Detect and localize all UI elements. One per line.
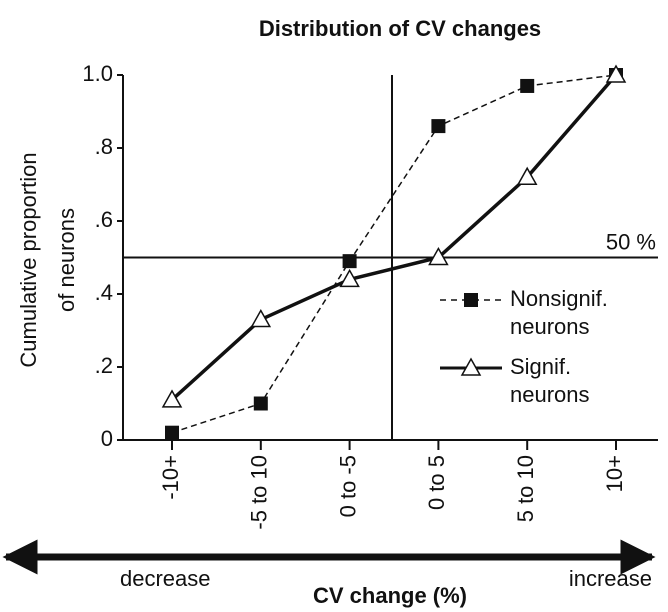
reference-label: 50 %: [606, 229, 656, 254]
legend-marker: [464, 293, 478, 307]
legend-marker: [460, 357, 482, 376]
x-tick-label: -5 to 10: [247, 455, 272, 530]
point: [250, 309, 272, 328]
x-axis-label: CV change (%): [313, 583, 467, 608]
x-tick-label: 5 to 10: [513, 455, 538, 522]
series-line: [171, 74, 617, 434]
y-tick-label: 1.0: [82, 61, 113, 86]
chart-title: Distribution of CV changes: [259, 16, 541, 41]
point: [339, 268, 360, 288]
point: [431, 119, 446, 134]
point: [161, 389, 183, 408]
y-tick-label: .4: [95, 280, 113, 305]
point: [342, 254, 357, 269]
legend-label: Nonsignif. neurons: [510, 286, 608, 339]
y-tick-label: 0: [101, 426, 113, 451]
y-tick-label: .6: [95, 207, 113, 232]
x-tick-label: 0 to 5: [424, 455, 449, 510]
x-tick-label: 0 to -5: [335, 455, 360, 517]
direction-label: decrease: [120, 566, 211, 591]
point: [253, 396, 268, 411]
point: [520, 78, 535, 93]
direction-label: increase: [569, 566, 652, 591]
x-tick-label: -10+: [158, 455, 183, 500]
y-tick-label: .8: [95, 134, 113, 159]
x-tick-label: 10+: [602, 455, 627, 492]
point: [516, 166, 538, 185]
legend-label: Signif. neurons: [510, 354, 590, 407]
point: [605, 64, 627, 83]
series-line: [170, 73, 618, 402]
y-tick-label: .2: [95, 353, 113, 378]
point: [428, 246, 449, 266]
y-axis-label: of neurons: [54, 208, 79, 312]
point: [165, 425, 179, 440]
y-axis-label: Cumulative proportion: [16, 152, 41, 367]
